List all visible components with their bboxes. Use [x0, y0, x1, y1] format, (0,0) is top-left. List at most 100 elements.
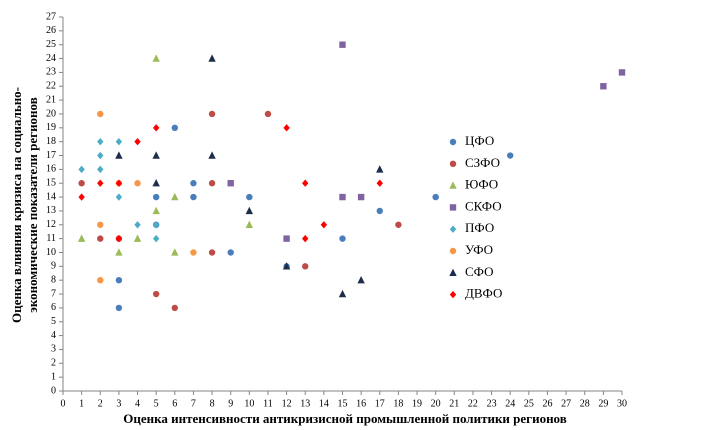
- point: [152, 221, 160, 229]
- point: [115, 137, 123, 146]
- point: [78, 165, 85, 174]
- x-tick-label: 12: [282, 398, 292, 409]
- x-tick-label: 2: [98, 398, 103, 409]
- point: [115, 193, 123, 201]
- y-axis-label: экономические показатели регионов: [25, 97, 40, 313]
- point: [115, 276, 123, 284]
- legend-marker: [449, 138, 457, 146]
- y-tick-label: 17: [46, 150, 56, 161]
- legend-label: СФО: [465, 264, 494, 279]
- y-tick-label: 15: [46, 178, 56, 189]
- x-tick-label: 17: [375, 398, 385, 409]
- legend-marker: [449, 268, 457, 276]
- point: [227, 180, 234, 187]
- point: [338, 289, 347, 298]
- x-tick-label: 21: [449, 398, 459, 409]
- y-tick-label: 14: [46, 191, 56, 202]
- point: [245, 206, 254, 215]
- y-tick-label: 3: [51, 344, 56, 355]
- point: [339, 41, 346, 48]
- x-tick-label: 5: [154, 398, 159, 409]
- legend-label: СКФО: [465, 198, 502, 213]
- point: [134, 137, 141, 146]
- y-tick-label: 19: [46, 122, 56, 133]
- x-tick-label: 4: [135, 398, 140, 409]
- point: [152, 206, 160, 215]
- point: [78, 193, 85, 201]
- y-tick-label: 4: [51, 330, 56, 341]
- legend-marker: [449, 290, 457, 299]
- x-tick-label: 23: [487, 398, 497, 409]
- legend-marker: [449, 225, 457, 233]
- y-tick-label: 13: [46, 205, 56, 216]
- point: [302, 179, 309, 187]
- point: [115, 151, 123, 159]
- point: [152, 290, 160, 298]
- y-tick-label: 6: [51, 302, 56, 313]
- x-tick-label: 0: [61, 398, 66, 409]
- point: [246, 193, 253, 201]
- point: [208, 180, 216, 187]
- point: [97, 137, 104, 146]
- point: [97, 276, 104, 284]
- point: [152, 179, 160, 187]
- point: [208, 249, 216, 256]
- y-tick-label: 26: [46, 25, 56, 36]
- y-tick-label: 25: [46, 39, 56, 50]
- point: [190, 249, 197, 256]
- point: [77, 234, 86, 242]
- x-tick-label: 13: [300, 398, 310, 409]
- legend-label: УФО: [465, 242, 493, 257]
- legend-label: ЦФО: [465, 133, 494, 148]
- point: [171, 304, 178, 312]
- y-tick-label: 10: [46, 247, 56, 258]
- x-tick-label: 27: [561, 398, 571, 409]
- legend-label: ЮФО: [465, 177, 498, 192]
- point: [208, 54, 216, 62]
- y-tick-label: 20: [46, 108, 56, 119]
- y-tick-label: 2: [51, 358, 56, 369]
- point: [357, 275, 365, 284]
- point: [97, 165, 104, 174]
- point: [227, 249, 234, 256]
- point: [115, 304, 123, 312]
- point: [245, 220, 254, 228]
- y-tick-label: 16: [46, 164, 56, 175]
- point: [302, 263, 309, 270]
- point: [171, 192, 179, 201]
- point: [115, 248, 123, 256]
- point: [115, 234, 123, 243]
- legend-marker: [449, 247, 457, 255]
- point: [134, 221, 141, 229]
- x-tick-label: 30: [617, 398, 627, 409]
- legend-marker: [449, 181, 457, 189]
- point: [152, 234, 160, 243]
- point: [320, 221, 328, 229]
- point: [339, 235, 346, 242]
- point: [115, 179, 123, 187]
- point: [190, 193, 197, 201]
- point: [376, 207, 383, 215]
- y-axis-label: Оценка влияния кризиса на социально-: [9, 87, 24, 323]
- point: [283, 124, 290, 132]
- point: [208, 110, 216, 118]
- y-tick-label: 24: [46, 53, 56, 64]
- point: [507, 152, 514, 159]
- y-tick-label: 27: [46, 11, 56, 22]
- x-tick-label: 6: [172, 398, 177, 409]
- x-tick-label: 20: [431, 398, 441, 409]
- x-tick-label: 3: [116, 398, 121, 409]
- point: [78, 180, 85, 187]
- x-tick-label: 29: [598, 398, 608, 409]
- y-tick-label: 12: [46, 219, 56, 230]
- y-tick-label: 18: [46, 136, 56, 147]
- legend-label: ПФО: [465, 220, 494, 235]
- point: [133, 234, 142, 242]
- x-tick-label: 26: [542, 398, 552, 409]
- point: [152, 151, 160, 159]
- x-tick-label: 25: [524, 398, 534, 409]
- point: [302, 234, 309, 243]
- x-tick-label: 16: [356, 398, 366, 409]
- x-tick-label: 9: [228, 398, 233, 409]
- x-tick-label: 18: [393, 398, 403, 409]
